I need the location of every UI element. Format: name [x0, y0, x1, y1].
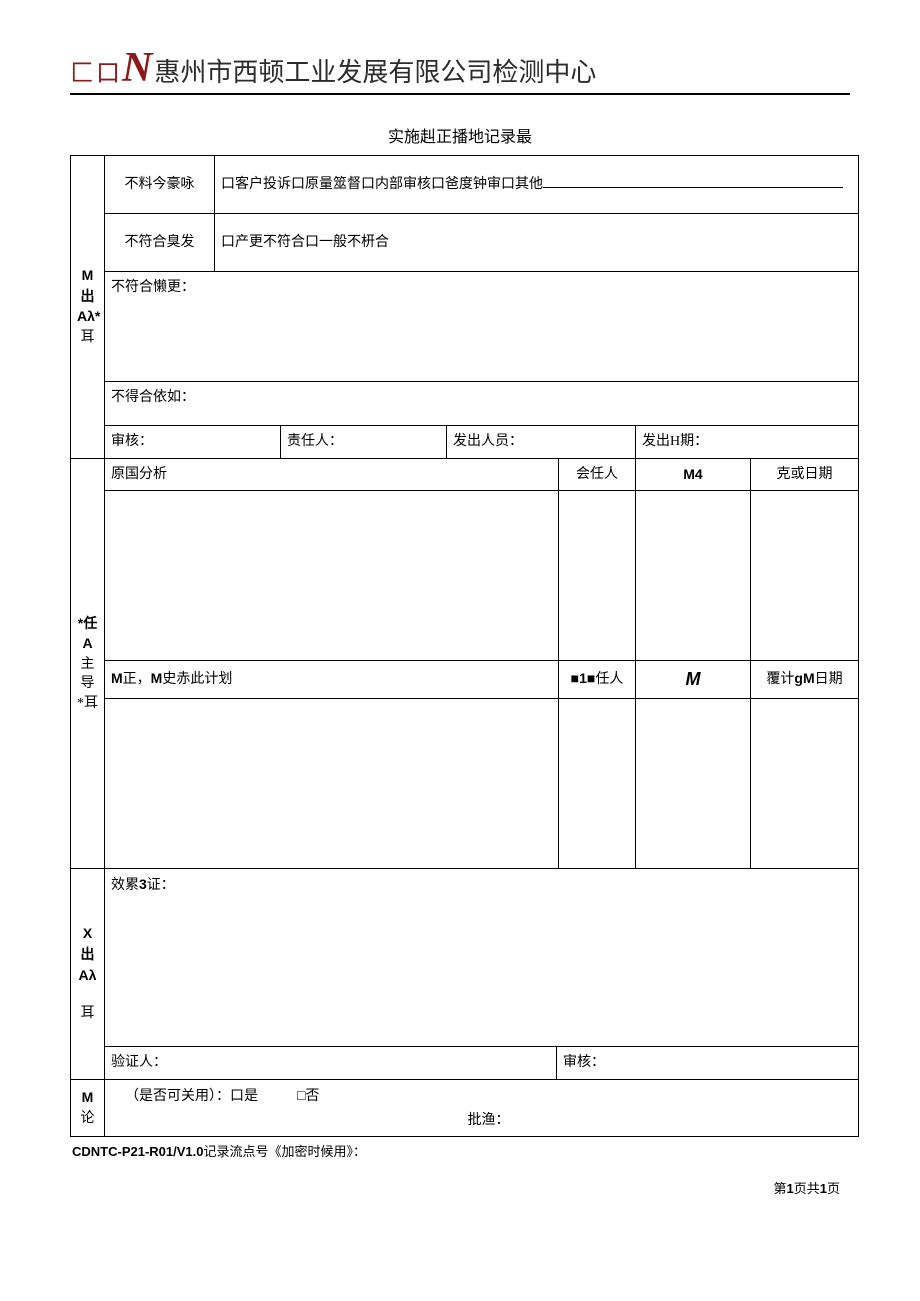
- s2-body1-c1: [105, 491, 559, 661]
- s4-body: （是否可关用）：口是 □否 批渔：: [105, 1079, 859, 1136]
- s2-body2-c4: [751, 699, 859, 869]
- s2-hdr1-c3: M4: [636, 458, 751, 491]
- s2-body1-c4: [751, 491, 859, 661]
- document-header: 匚口 N 惠州市西顿工业发展有限公司检测中心: [70, 50, 850, 95]
- s3-effect: 效累3证：: [105, 869, 859, 1047]
- logo-prefix: 匚口: [70, 53, 122, 88]
- company-name: 惠州市西顿工业发展有限公司检测中心: [154, 52, 596, 89]
- section2-sidelabel: *任A 主导 *耳: [71, 458, 105, 869]
- section3-sidelabel: X出 Aλ 耳: [71, 869, 105, 1080]
- s2-hdr1-c4: 克或日期: [751, 458, 859, 491]
- s2-hdr1-c1: 原国分析: [105, 458, 559, 491]
- footer-doc-code: CDNTC-P21-R01/V1.0记录流点号《加密时候用》：: [70, 1141, 850, 1160]
- underline-blank: [543, 174, 843, 188]
- row4-body: 不得合依如：: [105, 382, 859, 426]
- s2-hdr1-c2: 会任人: [559, 458, 636, 491]
- row1-options: 口客户投诉口原量筮督口内部审核口爸度钟审口其他: [215, 156, 859, 214]
- s2-hdr2-c1: M正，M史赤此计划: [105, 661, 559, 699]
- form-table: M出 Aλ* 耳 不料今豪咏 口客户投诉口原量筮督口内部审核口爸度钟审口其他 不…: [70, 155, 859, 1137]
- s3-audit: 审核：: [557, 1047, 859, 1080]
- s2-body2-c3: [636, 699, 751, 869]
- row5-responsible: 责任人：: [281, 426, 447, 459]
- s2-hdr2-c2: ■1■任人: [559, 661, 636, 699]
- row5-date: 发出H期：: [636, 426, 859, 459]
- s2-hdr2-c4: 覆计gM日期: [751, 661, 859, 699]
- s2-body2-c1: [105, 699, 559, 869]
- row1-label: 不料今豪咏: [105, 156, 215, 214]
- row2-options: 口产更不符合口一般不枅合: [215, 214, 859, 272]
- logo-letter: N: [122, 50, 152, 88]
- row3-body: 不符合懒更：: [105, 272, 859, 382]
- document-page: 匚口 N 惠州市西顿工业发展有限公司检测中心 实施赳正播地记录最 M出 Aλ* …: [0, 0, 920, 1217]
- row5-audit: 审核：: [105, 426, 281, 459]
- s2-body1-c2: [559, 491, 636, 661]
- s2-body1-c3: [636, 491, 751, 661]
- row5-issuer: 发出人员：: [447, 426, 636, 459]
- row2-label: 不符合臭发: [105, 214, 215, 272]
- s3-verifier: 验证人：: [105, 1047, 557, 1080]
- footer-page-number: 第1页共1页: [70, 1178, 850, 1197]
- s2-hdr2-c3: M: [636, 661, 751, 699]
- s2-body2-c2: [559, 699, 636, 869]
- section1-sidelabel: M出 Aλ* 耳: [71, 156, 105, 459]
- section4-sidelabel: M论: [71, 1079, 105, 1136]
- form-title: 实施赳正播地记录最: [70, 123, 850, 147]
